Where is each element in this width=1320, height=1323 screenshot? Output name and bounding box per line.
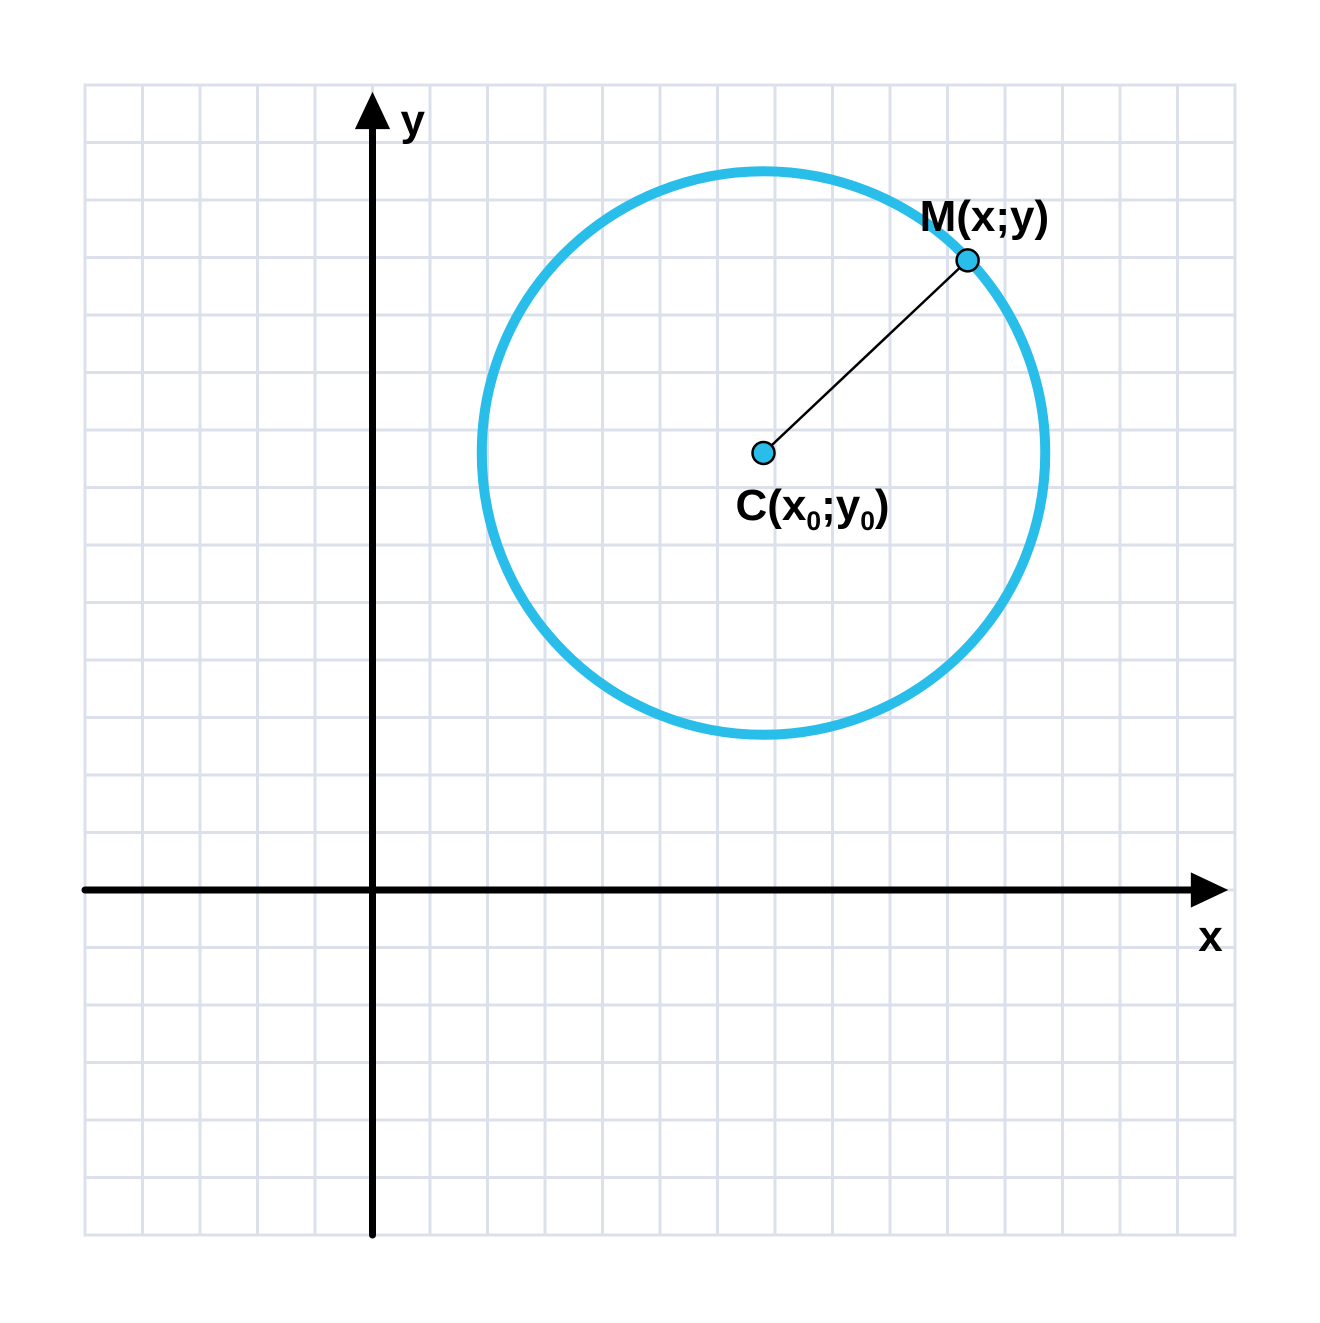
diagram-container: y x M(x;y) C(x0;y0) xyxy=(0,0,1320,1323)
point-c-label: C(x0;y0) xyxy=(736,481,890,537)
diagram-svg xyxy=(0,0,1320,1323)
y-axis-label: y xyxy=(401,96,425,146)
x-axis-label: x xyxy=(1198,912,1222,962)
point-m-label: M(x;y) xyxy=(920,192,1050,242)
